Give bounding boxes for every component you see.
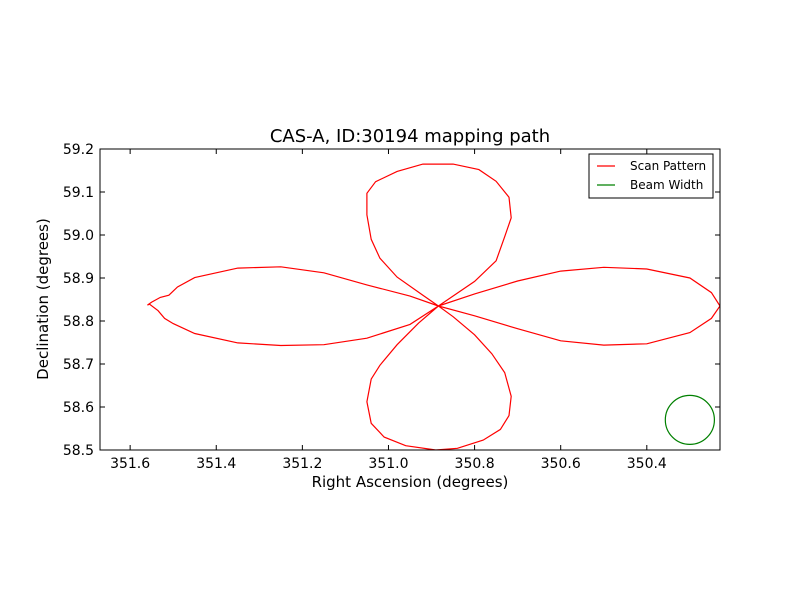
legend-label: Scan Pattern	[630, 159, 706, 173]
y-axis-label: Declination (degrees)	[34, 218, 52, 380]
series-layer	[147, 163, 720, 450]
y-tick-label: 58.8	[63, 314, 94, 330]
plot-frame	[99, 148, 721, 451]
y-tick-label: 59.0	[63, 228, 94, 244]
y-tick-label: 58.9	[63, 271, 94, 287]
legend: Scan Pattern Beam Width	[588, 153, 714, 199]
x-tick-label: 350.6	[541, 456, 581, 472]
series-circle-beam-width	[664, 394, 716, 446]
chart-title: CAS-A, ID:30194 mapping path	[270, 126, 550, 147]
y-tick-label: 58.5	[63, 443, 94, 459]
x-axis-label: Right Ascension (degrees)	[312, 473, 509, 491]
y-axis: 58.5 58.6 58.7 58.8 58.9 59.0 59.1 59.2	[63, 142, 720, 459]
series-line-scan-pattern	[147, 163, 720, 450]
x-tick-label: 351.6	[110, 456, 150, 472]
x-tick-label: 350.8	[455, 456, 495, 472]
x-axis: 351.6 351.4 351.2 351.0 350.8 350.6 350.4	[110, 149, 667, 472]
y-tick-label: 59.2	[63, 142, 94, 158]
x-tick-label: 350.4	[627, 456, 667, 472]
y-tick-label: 58.6	[63, 400, 94, 416]
x-tick-label: 351.0	[368, 456, 408, 472]
x-tick-label: 351.2	[282, 456, 322, 472]
legend-label: Beam Width	[630, 178, 703, 192]
legend-box	[588, 153, 714, 199]
y-tick-label: 59.1	[63, 185, 94, 201]
y-tick-label: 58.7	[63, 357, 94, 373]
x-tick-label: 351.4	[196, 456, 236, 472]
